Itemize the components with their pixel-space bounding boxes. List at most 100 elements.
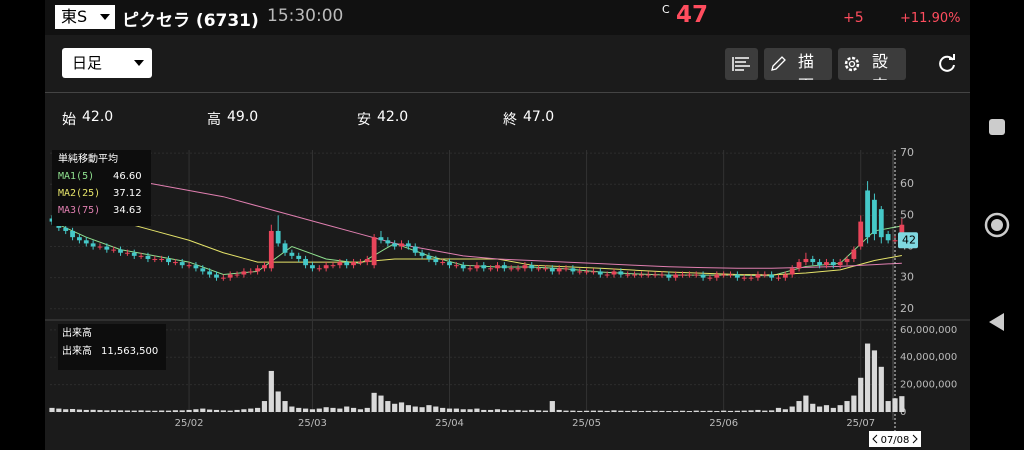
volume-bar bbox=[302, 408, 309, 412]
ohlc-label: 始 bbox=[62, 112, 76, 128]
volume-bar bbox=[659, 410, 665, 412]
volume-bar bbox=[385, 401, 391, 412]
volume-bar bbox=[213, 409, 220, 412]
volume-tick-label: 0 bbox=[900, 407, 906, 418]
caret bbox=[134, 60, 144, 71]
x-tick-label: 25/03 bbox=[298, 418, 327, 429]
candle-body bbox=[419, 252, 425, 256]
candle-body bbox=[207, 271, 213, 275]
candle-body bbox=[296, 255, 302, 259]
volume-bar bbox=[56, 408, 62, 412]
candle-body bbox=[584, 271, 589, 273]
volume-bar bbox=[625, 410, 631, 412]
home-button[interactable] bbox=[984, 212, 1010, 238]
candle-body bbox=[405, 243, 411, 247]
candle-body bbox=[673, 274, 679, 278]
candle-body bbox=[289, 252, 295, 256]
volume-bar bbox=[268, 370, 274, 412]
volume-bar bbox=[398, 402, 405, 412]
volume-bar bbox=[323, 407, 329, 412]
candle-body bbox=[824, 262, 829, 266]
volume-bar bbox=[844, 401, 850, 412]
period-select[interactable]: 日足 bbox=[62, 48, 152, 78]
volume-bar bbox=[714, 411, 720, 412]
ma-legend-name: MA3(75) bbox=[58, 205, 100, 216]
ohlc-value: 47.0 bbox=[523, 109, 555, 125]
list-button[interactable] bbox=[725, 48, 758, 80]
candle-body bbox=[741, 277, 747, 279]
candle-body bbox=[179, 262, 185, 266]
volume-bar bbox=[769, 410, 775, 412]
candle-body bbox=[632, 274, 637, 276]
header-bar bbox=[45, 0, 970, 35]
candle-body bbox=[700, 274, 706, 278]
recent-button[interactable] bbox=[989, 119, 1005, 135]
candle-body bbox=[844, 258, 850, 263]
volume-bar bbox=[858, 377, 864, 412]
candle-body bbox=[131, 252, 137, 256]
candle-body bbox=[680, 274, 685, 276]
cursor-label: 07/08 bbox=[881, 435, 910, 446]
volume-bar bbox=[652, 410, 658, 412]
volume-bar bbox=[727, 410, 734, 412]
draw-button[interactable]: 描画 bbox=[764, 48, 832, 80]
refresh-button[interactable] bbox=[935, 52, 959, 76]
volume-bar bbox=[748, 410, 754, 412]
volume-bar bbox=[392, 403, 398, 412]
gear-icon bbox=[844, 56, 860, 72]
candle-body bbox=[885, 234, 891, 241]
ma-legend-value: 37.12 bbox=[113, 188, 142, 199]
volume-bar bbox=[69, 408, 76, 412]
candle-body bbox=[549, 268, 555, 272]
candle-body bbox=[481, 265, 487, 269]
candle-body bbox=[214, 274, 219, 278]
candle-body bbox=[453, 265, 459, 267]
volume-bar bbox=[707, 410, 713, 412]
candle-body bbox=[529, 265, 535, 269]
volume-legend-title: 出来高 bbox=[62, 326, 92, 339]
volume-tick-label: 40,000,000 bbox=[900, 352, 957, 363]
volume-bar bbox=[536, 410, 542, 412]
volume-bar bbox=[481, 409, 487, 412]
volume-bar bbox=[241, 409, 247, 412]
volume-legend-value: 11,563,500 bbox=[101, 346, 158, 357]
settings-button[interactable]: 設定 bbox=[838, 48, 906, 80]
volume-bar bbox=[316, 408, 322, 412]
volume-bar bbox=[433, 406, 439, 412]
candle-body bbox=[837, 262, 843, 266]
candle-body bbox=[460, 265, 466, 269]
volume-bar bbox=[131, 410, 137, 412]
candle-body bbox=[364, 258, 370, 263]
candle-body bbox=[515, 268, 521, 270]
candle-body bbox=[652, 274, 658, 276]
market-select[interactable]: 東S bbox=[55, 5, 115, 29]
volume-bar bbox=[817, 406, 823, 412]
settings-label: 設定 bbox=[872, 52, 889, 80]
candle-body bbox=[817, 262, 823, 266]
candle-body bbox=[467, 268, 473, 270]
draw-label: 描画 bbox=[798, 52, 815, 80]
candle-body bbox=[686, 274, 692, 276]
volume-bar bbox=[474, 408, 480, 412]
candle-body bbox=[282, 243, 288, 253]
pencil-icon bbox=[771, 56, 786, 71]
volume-bar bbox=[488, 409, 494, 412]
home-dot bbox=[991, 219, 1003, 231]
candle-body bbox=[556, 268, 562, 272]
candle-body bbox=[412, 246, 418, 253]
candle-body bbox=[597, 271, 603, 275]
volume-tick-label: 20,000,000 bbox=[900, 380, 957, 391]
volume-bar bbox=[63, 409, 69, 412]
candle-body bbox=[782, 274, 788, 278]
volume-bar bbox=[693, 410, 699, 412]
market: 東S bbox=[61, 7, 88, 26]
candle-body bbox=[371, 237, 377, 266]
volume-legend-name: 出来高 bbox=[62, 344, 92, 357]
volume-bar bbox=[686, 411, 692, 412]
volume-bar bbox=[549, 401, 555, 412]
candle-body bbox=[440, 262, 446, 264]
ma-legend-name: MA2(25) bbox=[58, 188, 100, 199]
candle-body bbox=[536, 268, 542, 270]
back-button[interactable] bbox=[989, 313, 1004, 331]
candle-body bbox=[714, 274, 720, 278]
